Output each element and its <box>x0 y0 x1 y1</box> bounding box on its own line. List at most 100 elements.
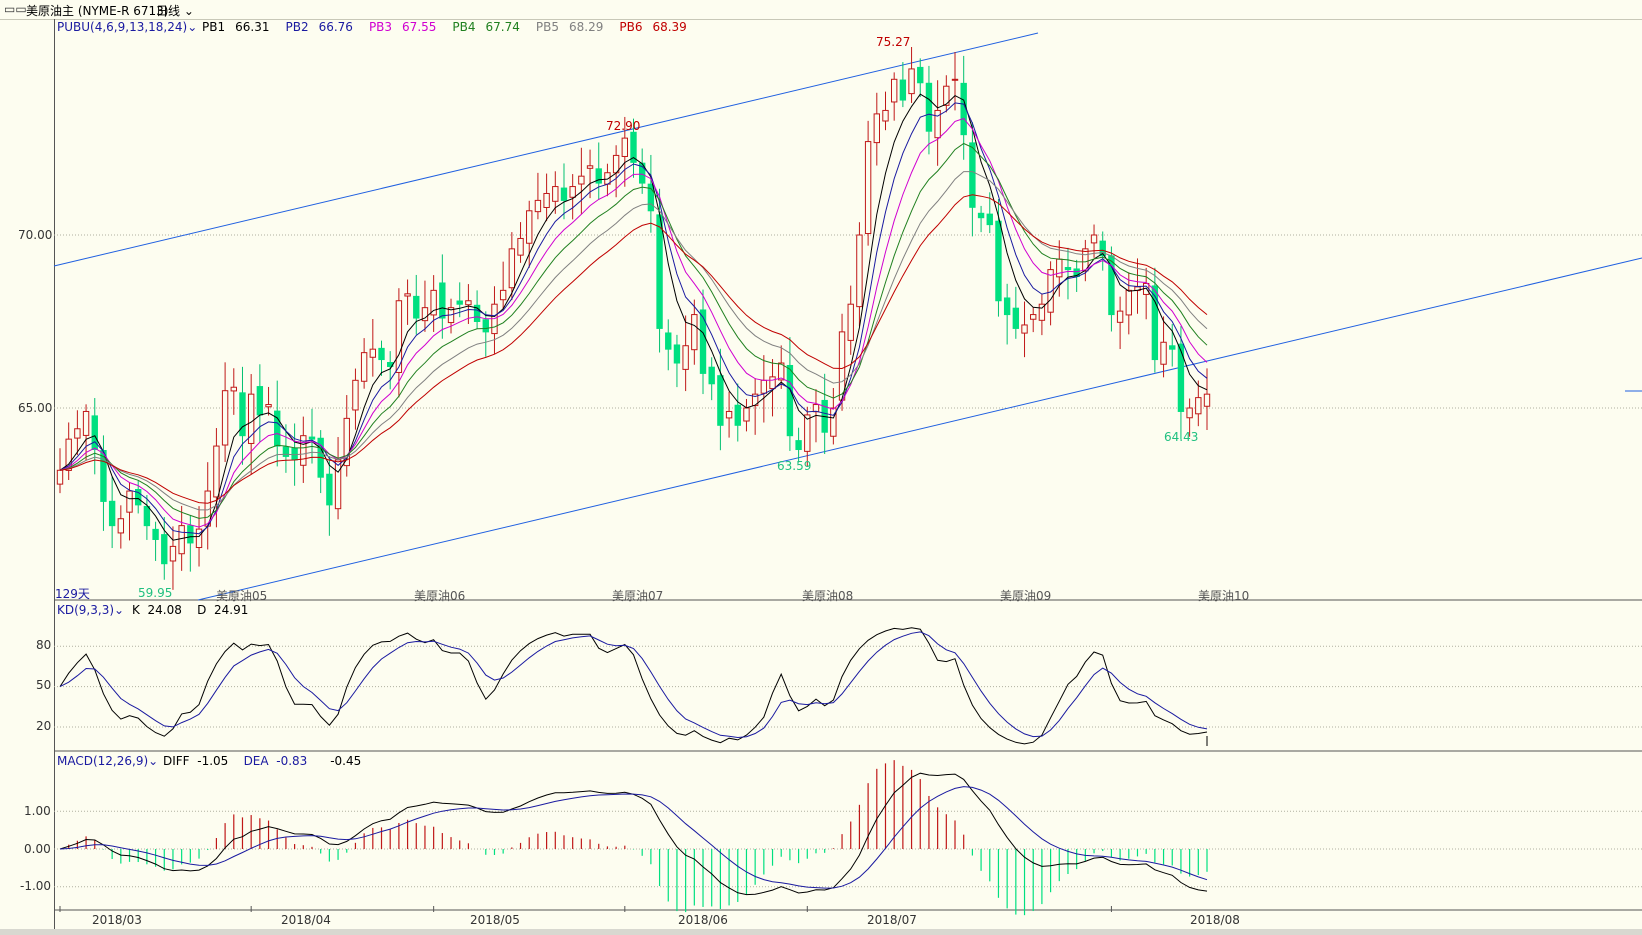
candle-body <box>143 505 151 527</box>
candle-body <box>1038 303 1046 321</box>
candle-body <box>1125 289 1132 316</box>
dea-value: -0.83 <box>276 754 308 768</box>
k-value: 24.08 <box>147 603 182 617</box>
kd-tick-20: 20 <box>36 719 52 733</box>
candle-body <box>856 234 863 308</box>
candle-body <box>1177 343 1185 412</box>
candle-body <box>986 213 993 226</box>
candle-body <box>552 186 559 202</box>
macd-dea-line <box>59 786 1208 889</box>
readout-pb3-value: 67.55 <box>402 20 437 34</box>
candle-body <box>1186 407 1193 419</box>
candle-body <box>100 450 107 502</box>
candle-body <box>847 303 854 341</box>
candle-body <box>812 404 820 413</box>
candle-body <box>517 237 524 256</box>
readout-pb2-value: 66.76 <box>318 20 353 34</box>
candle-body <box>864 141 872 235</box>
macd-indicator-name: MACD(12,26,9) <box>57 754 149 768</box>
candle-body <box>673 344 681 364</box>
candle-body <box>308 436 316 440</box>
candle-body <box>1056 258 1063 278</box>
candle-body <box>508 248 516 289</box>
horizontal-scrollbar[interactable] <box>0 929 1642 935</box>
candle-body <box>1195 397 1202 415</box>
diff-value: -1.05 <box>197 754 229 768</box>
candle-body <box>734 404 741 426</box>
macd-tick-0: 0.00 <box>24 842 51 856</box>
pubu-indicator-selector[interactable]: PUBU(4,6,9,13,18,24)⌄ <box>57 20 197 34</box>
title-bar: ▭▭ 美原油主 (NYME-R 6713) 日线 ⌄ <box>0 0 1642 20</box>
chart-window-icon: ▭▭ <box>4 2 27 16</box>
candle-body <box>1169 345 1176 350</box>
pubu-line-pb3 <box>59 117 1208 528</box>
candle-body <box>169 545 177 562</box>
candle-body <box>1116 310 1124 323</box>
candle-body <box>656 214 663 329</box>
candle-body <box>230 386 237 392</box>
candle-body <box>213 445 220 498</box>
candle-body <box>404 293 411 297</box>
candle-body <box>65 438 72 471</box>
candle-body <box>430 289 437 316</box>
candle-body <box>795 440 802 451</box>
candle-body <box>1203 393 1211 407</box>
candle-body <box>117 518 125 534</box>
candle-body <box>873 113 880 144</box>
chevron-down-icon: ⌄ <box>148 754 159 768</box>
candle-body <box>699 309 707 374</box>
annotation-low-59: 59.95 <box>138 586 173 600</box>
candle-body <box>969 142 976 208</box>
candle-body <box>560 187 568 201</box>
candle-body <box>82 410 90 436</box>
candle-body <box>1003 297 1011 316</box>
contract-label-08: 美原油08 <box>802 589 854 603</box>
candle-body <box>838 331 846 401</box>
pubu-line-pb2 <box>59 102 1208 535</box>
candle-body <box>456 300 463 305</box>
candle-body <box>717 375 724 426</box>
candle-body <box>934 109 941 139</box>
candle-body <box>395 300 403 373</box>
candle-body <box>543 192 550 208</box>
candle-body <box>152 528 159 540</box>
candle-body <box>908 68 915 95</box>
contract-label-10: 美原油10 <box>1198 589 1250 603</box>
candle-body <box>725 410 733 419</box>
chevron-down-icon: ⌄ <box>187 20 198 34</box>
candle-body <box>126 490 133 513</box>
period-selector[interactable]: 日线 ⌄ <box>156 2 194 19</box>
macd-indicator-selector[interactable]: MACD(12,26,9)⌄ <box>57 754 158 768</box>
pubu-line-pb1 <box>59 93 1208 541</box>
candle-body <box>378 347 385 361</box>
candle-body <box>665 332 672 350</box>
candle-body <box>334 459 342 510</box>
dea-label: DEA <box>243 754 269 768</box>
d-value: 24.91 <box>214 603 249 617</box>
candle-body <box>708 366 715 385</box>
candle-body <box>899 79 907 101</box>
annotation-high-75: 75.27 <box>876 35 911 49</box>
candle-body <box>882 109 889 122</box>
candle-body <box>534 199 542 213</box>
candle-body <box>769 376 776 390</box>
candle-body <box>56 469 64 485</box>
chevron-down-icon: ⌄ <box>180 4 194 18</box>
candle-body <box>282 446 290 457</box>
candle-body <box>630 131 637 163</box>
contract-label-07: 美原油07 <box>612 589 664 603</box>
candle-body <box>890 78 898 103</box>
candle-body <box>482 319 489 333</box>
candle-body <box>256 386 264 416</box>
readout-pb1-value: 66.31 <box>235 20 270 34</box>
candle-body <box>1047 269 1054 313</box>
trendline-lower <box>197 257 1642 601</box>
candle-body <box>578 175 585 185</box>
kd-indicator-selector[interactable]: KD(9,3,3)⌄ <box>57 603 124 617</box>
candle-body <box>178 525 185 555</box>
candle-body <box>1021 324 1028 334</box>
candle-body <box>91 415 98 451</box>
candle-body <box>743 407 750 422</box>
readout-pb3-label: PB3 <box>368 20 393 34</box>
